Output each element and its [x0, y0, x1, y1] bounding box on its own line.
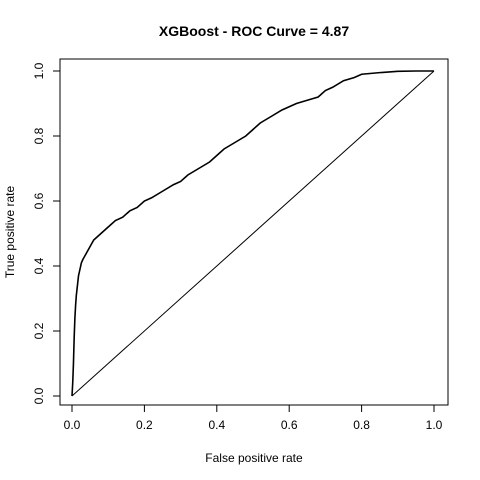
diagonal-reference-line [71, 70, 435, 397]
plot-layer [71, 70, 435, 397]
y-tick-label: 0.0 [32, 387, 46, 404]
x-tick-label: 0.2 [136, 418, 153, 432]
y-tick-label: 0.2 [32, 322, 46, 339]
x-tick-label: 0.8 [353, 418, 370, 432]
x-tick-label: 0.0 [64, 418, 81, 432]
x-tick-label: 0.4 [208, 418, 225, 432]
x-axis-label: False positive rate [205, 451, 303, 465]
x-tick-label: 1.0 [426, 418, 443, 432]
y-axis-label: True positive rate [3, 186, 17, 279]
x-tick-label: 0.6 [281, 418, 298, 432]
y-axis: 0.0 0.2 0.4 0.6 0.8 1.0 [32, 62, 61, 404]
y-tick-label: 0.6 [32, 192, 46, 209]
chart-title: XGBoost - ROC Curve = 4.87 [159, 23, 349, 39]
roc-curve-line [71, 70, 434, 397]
y-tick-label: 0.8 [32, 127, 46, 144]
y-tick-label: 1.0 [32, 62, 46, 79]
x-axis: 0.0 0.2 0.4 0.6 0.8 1.0 [64, 404, 443, 432]
y-tick-label: 0.4 [32, 257, 46, 274]
